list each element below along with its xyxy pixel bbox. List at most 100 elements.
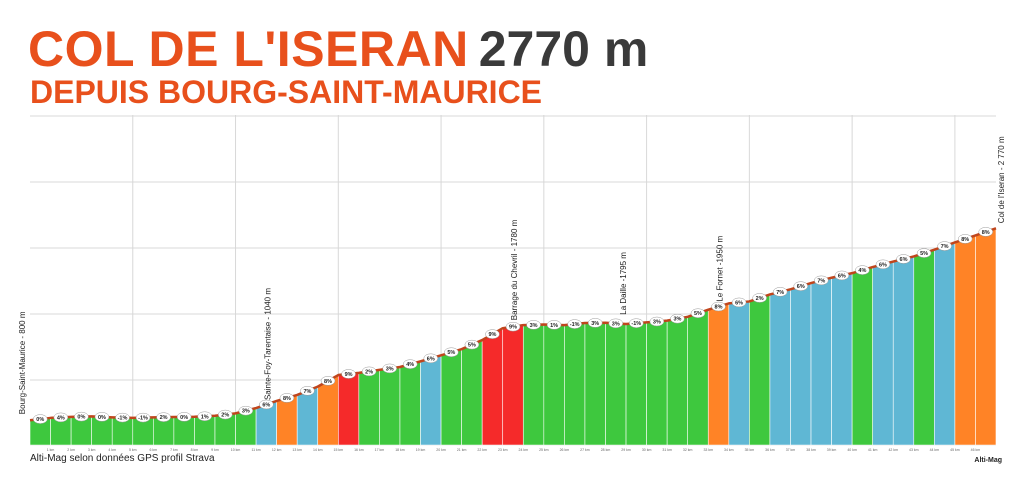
grade-badge xyxy=(505,321,521,332)
x-tick-label: 20 km xyxy=(436,448,446,452)
grade-badge xyxy=(711,301,726,312)
x-tick-label: 13 km xyxy=(292,448,302,452)
profile-segment xyxy=(749,294,771,446)
grade-badge xyxy=(916,248,932,258)
grade-label: 4% xyxy=(406,362,414,368)
x-tick-label: 21 km xyxy=(457,448,467,452)
x-tick-label: 17 km xyxy=(375,448,385,452)
x-tick-label: 6 km xyxy=(150,448,158,452)
grade-label: 6% xyxy=(262,402,270,408)
grade-label: 7% xyxy=(941,244,949,250)
grade-label: 9% xyxy=(509,325,517,331)
profile-segment xyxy=(420,354,442,446)
profile-segment xyxy=(379,366,401,446)
grade-label: 5% xyxy=(920,251,928,257)
grade-badge xyxy=(197,411,212,422)
x-tick-label: 23 km xyxy=(498,448,508,452)
title-col-name: COL DE L'ISERAN xyxy=(28,21,469,77)
x-tick-label: 9 km xyxy=(211,448,219,452)
grade-badge xyxy=(156,412,171,422)
grade-label: 3% xyxy=(242,409,250,415)
grade-label: 0% xyxy=(77,415,85,421)
x-tick-label: 32 km xyxy=(683,448,693,452)
grade-label: 6% xyxy=(427,356,435,362)
grade-badge xyxy=(629,318,644,328)
data-source-note: Alti-Mag selon données GPS profil Strava xyxy=(30,453,215,464)
x-tick-label: 36 km xyxy=(765,448,775,452)
grade-badge xyxy=(53,412,69,423)
grade-label: 0% xyxy=(98,415,106,421)
x-tick-label: 7 km xyxy=(170,448,178,452)
grade-badge xyxy=(279,393,295,403)
grade-label: 8% xyxy=(715,305,723,311)
grade-label: 6% xyxy=(900,257,908,263)
profile-segment xyxy=(584,322,606,446)
profile-segment xyxy=(790,282,812,446)
grade-label: -1% xyxy=(570,322,580,328)
x-tick-label: 15 km xyxy=(334,448,344,452)
profile-segment xyxy=(481,327,504,446)
x-tick-label: 33 km xyxy=(703,448,713,452)
grade-label: -1% xyxy=(631,321,641,327)
grade-label: 8% xyxy=(982,230,990,236)
grade-label: 8% xyxy=(961,237,969,243)
profile-segment xyxy=(954,235,976,446)
grade-label: 2% xyxy=(365,369,373,375)
profile-segment xyxy=(461,339,483,446)
profile-segment xyxy=(337,372,360,446)
profile-segment xyxy=(851,266,873,446)
grade-label: 3% xyxy=(612,321,620,327)
profile-segment xyxy=(564,322,586,446)
grade-badge xyxy=(670,313,685,324)
grade-label: 0% xyxy=(36,417,44,423)
x-tick-label: 8 km xyxy=(191,448,199,452)
profile-segment xyxy=(502,324,524,446)
waypoint-label: Bourg-Saint-Maurice - 800 m xyxy=(18,311,27,414)
grade-badge xyxy=(731,297,747,308)
grade-label: 7% xyxy=(776,290,784,296)
x-tick-label: 30 km xyxy=(642,448,652,452)
profile-segment xyxy=(810,277,832,446)
grade-badge xyxy=(649,316,665,327)
profile-segment xyxy=(934,242,956,446)
x-tick-label: 37 km xyxy=(786,448,796,452)
grade-label: 3% xyxy=(591,321,599,327)
grade-label: 4% xyxy=(858,268,866,274)
grade-badge xyxy=(176,412,192,422)
x-tick-label: 45 km xyxy=(950,448,960,452)
x-tick-label: 38 km xyxy=(806,448,816,452)
x-tick-label: 29 km xyxy=(621,448,631,452)
chart-subtitle: DEPUIS BOURG-SAINT-MAURICE xyxy=(30,74,543,110)
grade-badge xyxy=(855,265,870,275)
grade-badge xyxy=(896,254,911,264)
x-tick-label: 35 km xyxy=(745,448,755,452)
profile-segment xyxy=(605,322,627,446)
profile-segment xyxy=(831,272,853,446)
grade-label: 6% xyxy=(838,273,846,279)
grade-label: 8% xyxy=(283,396,291,402)
x-tick-label: 42 km xyxy=(888,448,898,452)
profile-segment xyxy=(769,288,791,446)
grade-label: 5% xyxy=(694,311,702,317)
grade-badge xyxy=(259,399,274,410)
grade-badge xyxy=(546,320,562,330)
grade-label: 3% xyxy=(653,320,661,326)
grade-badge xyxy=(690,308,706,318)
chart-title: COL DE L'ISERAN 2770 m xyxy=(28,20,648,78)
grade-badge xyxy=(793,281,808,291)
grade-label: -1% xyxy=(118,416,128,422)
grade-badge xyxy=(834,270,850,281)
x-tick-label: 4 km xyxy=(108,448,116,452)
x-tick-label: 43 km xyxy=(909,448,919,452)
grade-badge xyxy=(74,411,89,422)
x-tick-label: 16 km xyxy=(354,448,364,452)
x-tick-label: 19 km xyxy=(416,448,426,452)
x-tick-label: 1 km xyxy=(47,448,55,452)
profile-segment xyxy=(440,348,462,446)
grade-badge xyxy=(587,318,603,328)
profile-segment xyxy=(872,261,894,446)
profile-segment xyxy=(543,324,565,446)
grade-label: -1% xyxy=(138,416,148,422)
grade-label: 2% xyxy=(160,415,168,421)
x-tick-label: 14 km xyxy=(313,448,323,452)
